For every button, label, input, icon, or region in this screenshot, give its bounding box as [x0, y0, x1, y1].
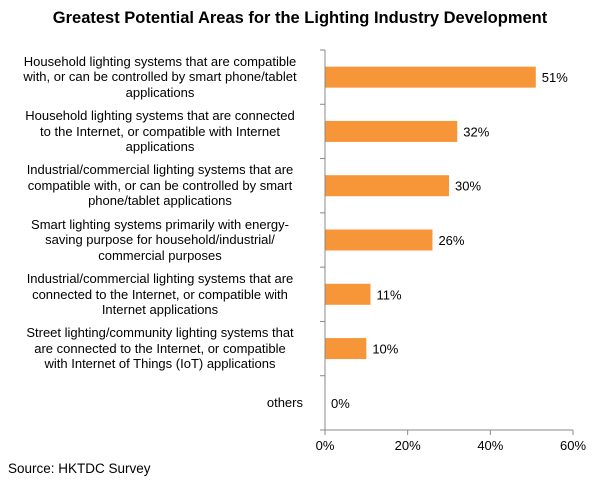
category-label: Industrial/commercial lighting systems t… [6, 271, 314, 318]
category-label-line: applications [125, 84, 195, 100]
category-label-line: to the Internet, or compatible with Inte… [40, 123, 280, 139]
category-label-line: Internet applications [101, 302, 219, 318]
category-label-line: connected to the Internet, or compatible… [32, 286, 288, 302]
category-label-line: others [266, 395, 303, 411]
value-label: 11% [376, 287, 401, 302]
category-label: Household lighting systems that are conn… [6, 108, 314, 155]
category-label-line: Household lighting systems that are comp… [23, 53, 297, 69]
chart-title: Greatest Potential Areas for the Lightin… [52, 9, 548, 27]
value-label: 30% [455, 179, 481, 194]
value-label: 0% [331, 396, 350, 411]
category-label-line: Industrial/commercial lighting systems t… [26, 162, 294, 178]
category-label: Household lighting systems that are comp… [6, 54, 314, 101]
value-label: 32% [463, 124, 489, 139]
bars-group [325, 66, 536, 360]
x-tick-label: 60% [560, 438, 586, 453]
category-label-line: applications [125, 139, 195, 155]
value-label: 26% [438, 233, 464, 248]
value-label: 51% [542, 70, 568, 85]
category-label-line: compatible with, or can be controlled by… [27, 177, 293, 193]
category-label: Street lighting/community lighting syste… [6, 325, 314, 372]
bar [325, 229, 433, 251]
category-label: Smart lighting systems primarily with en… [6, 217, 314, 264]
source-note: Source: HKTDC Survey [8, 461, 151, 476]
category-label-line: phone/tablet applications [88, 193, 232, 209]
axes-group [320, 49, 574, 435]
category-label-line: saving purpose for household/industrial/ [45, 232, 275, 248]
value-labels-group: 51% 32% 30% 26% 11% 10% 0% [331, 70, 568, 411]
bar [325, 283, 371, 305]
category-label-line: with, or can be controlled by smart phon… [23, 69, 297, 85]
bar [325, 175, 449, 197]
x-tick-label: 40% [477, 438, 503, 453]
x-tick-label: 20% [395, 438, 421, 453]
category-label: Industrial/commercial lighting systems t… [6, 162, 314, 209]
bar [325, 338, 367, 360]
value-label: 10% [372, 342, 398, 357]
bar [325, 120, 458, 142]
category-label-line: are connected to the Internet, or compat… [34, 340, 286, 356]
category-label-line: Smart lighting systems primarily with en… [31, 216, 289, 232]
category-label-line: Industrial/commercial lighting systems t… [26, 271, 294, 287]
bar [325, 66, 536, 88]
tick-labels-group: 0% 20% 40% 60% [316, 438, 587, 453]
category-label-line: with Internet of Things (IoT) applicatio… [44, 356, 276, 372]
category-label-line: Household lighting systems that are conn… [25, 108, 295, 124]
category-label: others [0, 395, 303, 411]
category-label-line: commercial purposes [98, 247, 222, 263]
category-label-line: Street lighting/community lighting syste… [26, 325, 294, 341]
x-tick-label: 0% [316, 438, 335, 453]
